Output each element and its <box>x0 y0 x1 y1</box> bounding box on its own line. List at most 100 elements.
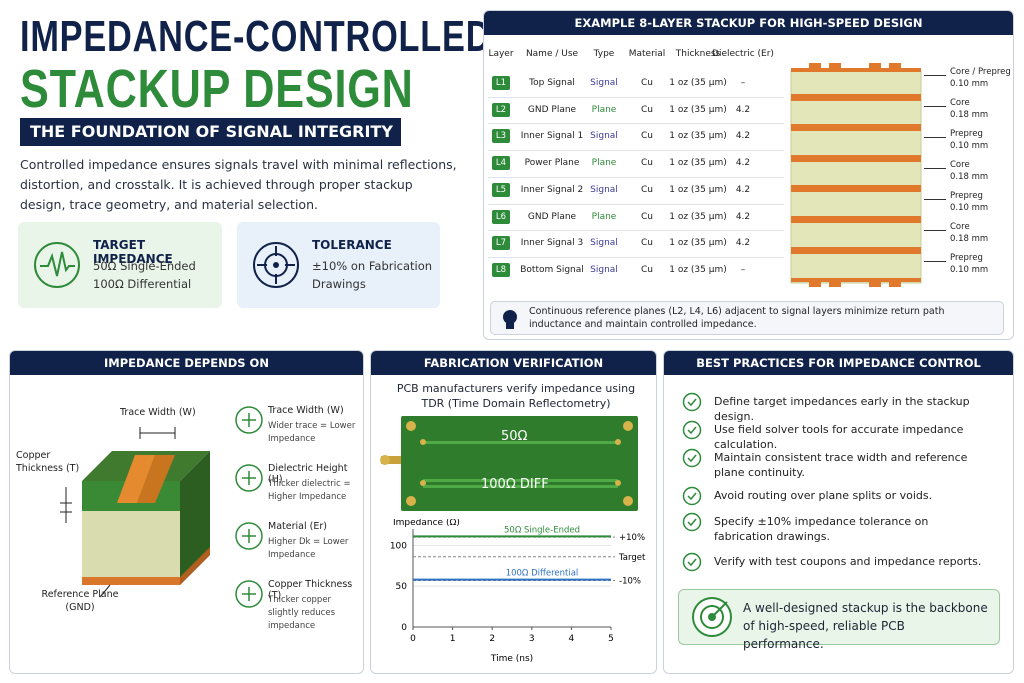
practice: Verify with test coupons and impedance r… <box>714 555 982 568</box>
cell: 4.2 <box>735 131 751 142</box>
row-divider <box>488 203 784 205</box>
practice: Avoid routing over plane splits or voids… <box>714 489 933 502</box>
x-tick-label: 4 <box>569 634 575 644</box>
check-icon <box>682 392 702 412</box>
icon-glyph <box>242 413 256 427</box>
stack-drawing <box>790 63 922 287</box>
practice: Define target impedances early in the st… <box>714 395 970 423</box>
icon <box>503 310 517 329</box>
check-icon <box>682 486 702 506</box>
cell: Plane <box>591 104 617 115</box>
copper-layer <box>791 124 921 131</box>
tdr-chart: Impedance (Ω) Time (ns) 0 50 100 0 1 2 3 4 5 +10% Ta… <box>390 519 646 664</box>
factor-icon <box>235 580 263 608</box>
dielectric-thickness: 0.18 mm <box>950 172 989 182</box>
column-header: Material <box>628 49 666 59</box>
cell: Signal <box>590 131 618 142</box>
factor-desc: Thicker copper slightly reduces impedanc… <box>268 595 336 631</box>
cell: Cu <box>641 131 653 142</box>
icon <box>253 242 299 288</box>
factor-title: Trace Width (W) <box>268 405 344 416</box>
factor-desc: Thicker dielectric = Higher Impedance <box>268 479 351 502</box>
pointer <box>924 168 946 169</box>
x-tick-label: 3 <box>529 634 535 644</box>
factor-title: Material (Er) <box>268 521 327 532</box>
practice: Maintain consistent trace width and refe… <box>714 451 968 479</box>
x-tick-label: 5 <box>608 634 614 644</box>
dielectric-thickness: 0.10 mm <box>950 203 989 213</box>
trace <box>809 282 821 287</box>
factor-icon <box>235 522 263 550</box>
icon <box>34 242 80 288</box>
column-header: Type <box>593 49 615 59</box>
dielectric-name: Prepreg <box>950 191 983 201</box>
layer-badge: L1 <box>492 76 510 90</box>
row-divider <box>488 176 784 178</box>
cell: 1 oz (35 µm) <box>669 158 727 169</box>
text: PCB manufacturers verify impedance using… <box>396 382 636 425</box>
check-ring <box>682 392 702 412</box>
factor-desc: Wider trace = Lower Impedance <box>268 421 356 444</box>
card-title: TARGET IMPEDANCE <box>93 238 173 266</box>
check-ring <box>682 512 702 532</box>
axis-title: Time (ns) <box>490 654 533 664</box>
cell: 1 oz (35 µm) <box>669 104 727 115</box>
trace <box>889 282 901 287</box>
callout-box: A well-designed stackup is the backbone … <box>678 589 1000 651</box>
check-mark <box>687 454 697 463</box>
intro: Controlled impedance ensures signals tra… <box>20 157 457 212</box>
factor-title: Dielectric Height (H) <box>268 463 348 485</box>
cell: Cu <box>641 78 653 88</box>
title-line: STACKUP DESIGN <box>20 59 414 119</box>
pointer <box>924 230 946 231</box>
reference-label: -10% <box>619 576 641 586</box>
depends-panel: IMPEDANCE DEPENDS ON Trace Width (W) Cop… <box>9 350 364 674</box>
dielectric-thickness: 0.10 mm <box>950 265 989 275</box>
column-header: Name / Use <box>525 49 579 59</box>
cell: 1 oz (35 µm) <box>669 264 727 275</box>
cell: Signal <box>590 264 618 275</box>
card-line: 100Ω Differential <box>93 277 192 291</box>
column-header: Dielectric (Er) <box>712 49 774 59</box>
check-icon <box>682 512 702 532</box>
card-title: TOLERANCE <box>312 238 392 252</box>
copper-layer <box>791 247 921 254</box>
stackup-panel: EXAMPLE 8-LAYER STACKUP FOR HIGH-SPEED D… <box>483 10 1014 340</box>
legend-label: 50Ω Single-Ended <box>504 525 580 535</box>
dielectric-name: Prepreg <box>950 253 983 263</box>
check-ring <box>682 448 702 468</box>
icon-glyph <box>242 587 256 601</box>
trace <box>829 63 841 68</box>
cell: Top Signal <box>529 78 575 88</box>
verification-panel: FABRICATION VERIFICATION PCB manufacture… <box>370 350 657 674</box>
cell: 1 oz (35 µm) <box>669 211 727 222</box>
label: Copper Thickness (T) <box>16 450 80 474</box>
coupon-label: 50Ω <box>501 429 528 444</box>
cell: Signal <box>590 78 618 88</box>
layer-badge: L8 <box>492 262 510 277</box>
row-divider <box>488 256 784 258</box>
copper-layer <box>791 94 921 101</box>
check-icon <box>682 448 702 468</box>
cell: 1 oz (35 µm) <box>669 131 727 142</box>
reference-label: +10% <box>619 533 645 543</box>
x-tick-label: 2 <box>489 634 495 644</box>
cell: Cu <box>641 104 653 115</box>
cell: GND Plane <box>527 104 577 115</box>
cell: Signal <box>590 238 618 249</box>
check-ring <box>682 420 702 440</box>
dielectric-thickness: 0.10 mm <box>950 141 989 151</box>
dielectric-thickness: 0.18 mm <box>950 110 989 120</box>
layer-badge: L5 <box>492 182 510 197</box>
axis-title: Impedance (Ω) <box>393 519 460 528</box>
pcb-cross-section <box>60 427 210 598</box>
check-mark <box>687 426 697 435</box>
practices-panel: BEST PRACTICES FOR IMPEDANCE CONTROL A w… <box>663 350 1014 674</box>
label: Trace Width (W) <box>120 407 196 418</box>
row-divider <box>488 123 784 125</box>
y-tick-label: 50 <box>396 582 408 592</box>
practice: Specify ±10% impedance tolerance on fabr… <box>714 515 929 543</box>
cell: Signal <box>590 184 618 195</box>
cell: Plane <box>591 211 617 222</box>
check-mark <box>687 518 697 527</box>
